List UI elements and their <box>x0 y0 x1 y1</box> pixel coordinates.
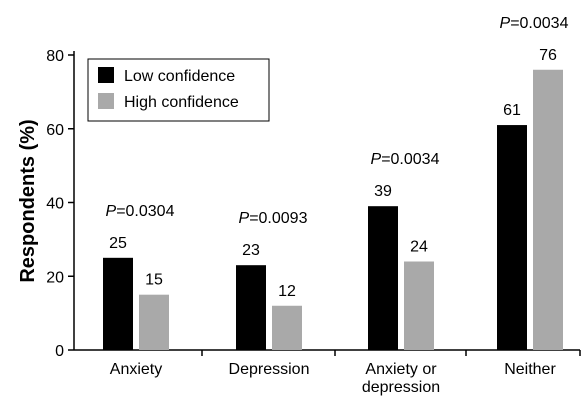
data-labels: 25 15 23 12 39 24 61 76 <box>109 47 557 300</box>
bar-low-confidence <box>497 125 527 350</box>
y-axis-label: Respondents (%) <box>17 119 39 282</box>
data-label: 24 <box>410 239 428 256</box>
category-label: Neither <box>504 361 556 378</box>
bars <box>103 69 563 350</box>
data-label: 23 <box>242 242 260 259</box>
y-tick-label: 60 <box>46 122 64 139</box>
p-value-annotation: P=0.0304 <box>106 203 175 220</box>
p-value-annotation: P=0.0093 <box>239 210 308 227</box>
legend-box <box>87 58 270 122</box>
p-value-annotation: P=0.0034 <box>500 15 569 32</box>
category-label: Anxiety or <box>365 361 437 378</box>
data-label: 61 <box>503 102 521 119</box>
legend-swatch <box>98 67 114 83</box>
bar-high-confidence <box>139 294 169 350</box>
category-label: Depression <box>229 361 310 378</box>
y-tick-label: 0 <box>55 343 64 360</box>
category-label: Anxiety <box>110 361 162 378</box>
bar-high-confidence <box>272 305 302 350</box>
y-tick-label: 40 <box>46 196 64 213</box>
data-label: 12 <box>278 283 296 300</box>
y-tick-label: 20 <box>46 269 64 286</box>
y-tick-label: 80 <box>46 48 64 65</box>
data-label: 39 <box>374 183 392 200</box>
bar-low-confidence <box>368 206 398 350</box>
bar-high-confidence <box>404 261 434 350</box>
data-label: 76 <box>539 47 557 64</box>
category-label: depression <box>362 379 440 396</box>
bar-low-confidence <box>236 265 266 350</box>
bar-low-confidence <box>103 257 133 350</box>
legend: Low confidence High confidence <box>87 58 270 122</box>
legend-label: Low confidence <box>124 68 235 85</box>
p-value-annotations: P=0.0304 P=0.0093 P=0.0034 P=0.0034 <box>106 15 569 227</box>
legend-swatch <box>98 93 114 109</box>
legend-label: High confidence <box>124 94 239 111</box>
data-label: 25 <box>109 235 127 252</box>
data-label: 15 <box>145 272 163 289</box>
bar-high-confidence <box>533 69 563 350</box>
p-value-annotation: P=0.0034 <box>371 151 440 168</box>
